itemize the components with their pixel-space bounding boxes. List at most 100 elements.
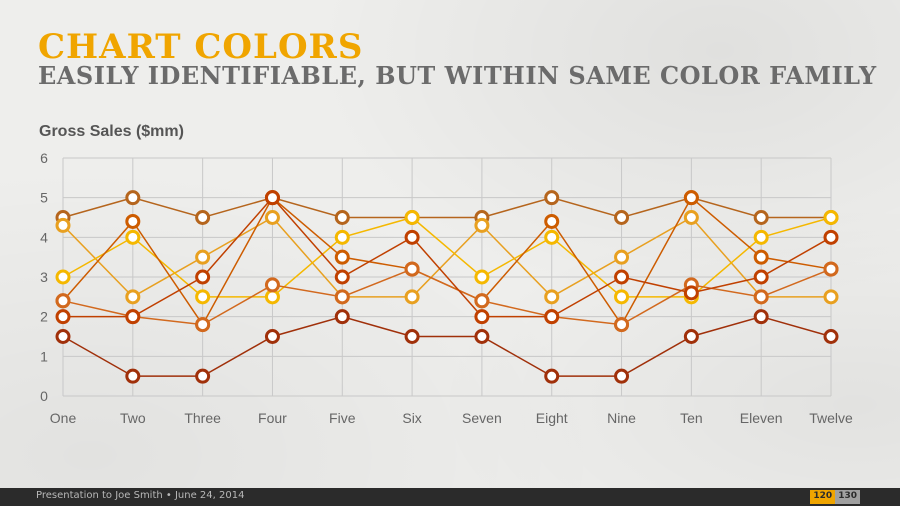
data-point (55, 293, 71, 309)
line-chart: Gross Sales ($mm) 0 1 2 3 4 5 6 One Two Three Four F… (39, 123, 853, 426)
data-point (334, 269, 350, 285)
x-tick-label: Six (402, 410, 421, 426)
data-point (683, 329, 699, 344)
data-point (683, 210, 699, 225)
data-point (823, 329, 839, 344)
x-tick-label: Ten (680, 410, 703, 426)
footer-bar: Presentation to Joe Smith • June 24, 201… (0, 488, 900, 506)
data-point (544, 213, 560, 229)
page-total: 130 (835, 490, 860, 504)
data-point (544, 289, 560, 305)
y-tick-label: 1 (40, 348, 48, 364)
data-point (264, 277, 280, 293)
data-point (334, 249, 350, 265)
data-point (404, 289, 420, 305)
data-point (125, 229, 141, 245)
x-tick-label: Three (184, 410, 221, 426)
data-point (544, 229, 560, 245)
x-tick-label: Eleven (740, 410, 783, 426)
data-point (264, 210, 280, 225)
series-line (62, 268, 832, 326)
data-point (753, 210, 769, 225)
data-point (753, 229, 769, 245)
data-point (753, 269, 769, 285)
data-point (544, 190, 560, 206)
data-point (474, 217, 490, 233)
data-point (195, 249, 211, 265)
data-point (195, 269, 211, 285)
y-tick-label: 2 (40, 309, 48, 325)
data-point (474, 269, 490, 285)
data-point (334, 229, 350, 245)
data-point (614, 368, 630, 384)
data-point (544, 309, 560, 325)
data-point (544, 368, 560, 384)
data-point (404, 329, 420, 344)
chart-title: Gross Sales ($mm) (39, 123, 184, 140)
y-tick-label: 0 (40, 388, 48, 404)
data-point (753, 309, 769, 325)
data-point (404, 261, 420, 277)
data-point (474, 309, 490, 325)
data-point (404, 210, 420, 225)
page-number-badge: 120 130 (810, 490, 860, 504)
footer-text: Presentation to Joe Smith • June 24, 201… (36, 490, 245, 501)
data-point (195, 368, 211, 384)
chart-area: Gross Sales ($mm) 0 1 2 3 4 5 6 One Two Three Four F… (39, 123, 853, 426)
data-point (334, 289, 350, 305)
data-point (195, 289, 211, 305)
data-point (614, 249, 630, 265)
slide-title: CHART COLORS (38, 27, 364, 67)
data-point (195, 317, 211, 333)
y-tick-label: 5 (40, 190, 48, 206)
data-point (195, 210, 211, 225)
series-line (62, 315, 832, 377)
data-point (683, 285, 699, 301)
data-point (125, 368, 141, 384)
data-point (125, 213, 141, 229)
data-point (823, 210, 839, 225)
x-tick-label: Nine (607, 410, 636, 426)
data-point (55, 269, 71, 285)
slide-subtitle: EASILY IDENTIFIABLE, BUT WITHIN SAME COL… (38, 61, 877, 90)
data-point (614, 269, 630, 285)
data-point (683, 190, 699, 206)
x-tick-label: Five (329, 410, 356, 426)
data-point (474, 329, 490, 344)
data-point (264, 289, 280, 305)
series-line (62, 216, 831, 298)
data-point (823, 289, 839, 305)
series-line (63, 196, 832, 318)
data-point (753, 289, 769, 305)
data-point (614, 210, 630, 225)
x-tick-label: Seven (462, 410, 502, 426)
data-point (55, 217, 71, 233)
data-point (823, 261, 839, 277)
data-point (55, 309, 71, 325)
x-tick-label: Twelve (809, 410, 853, 426)
data-point (334, 210, 350, 225)
data-point (125, 289, 141, 305)
x-tick-label: Eight (536, 410, 568, 426)
data-point (614, 317, 630, 333)
data-point (125, 190, 141, 206)
data-point (474, 293, 490, 309)
y-tick-label: 4 (40, 229, 48, 245)
series-line (62, 196, 831, 219)
y-tick-label: 6 (40, 150, 48, 166)
x-tick-label: Two (120, 410, 146, 426)
data-point (823, 229, 839, 245)
data-point (753, 249, 769, 265)
data-point (125, 309, 141, 325)
y-tick-label: 3 (40, 269, 48, 285)
page-current: 120 (810, 490, 836, 504)
x-tick-label: One (50, 410, 77, 426)
data-point (264, 190, 280, 206)
data-point (614, 289, 630, 305)
x-tick-label: Four (258, 410, 287, 426)
data-point (55, 329, 71, 344)
data-point (334, 309, 350, 325)
data-point (404, 229, 420, 245)
data-point (264, 329, 280, 344)
